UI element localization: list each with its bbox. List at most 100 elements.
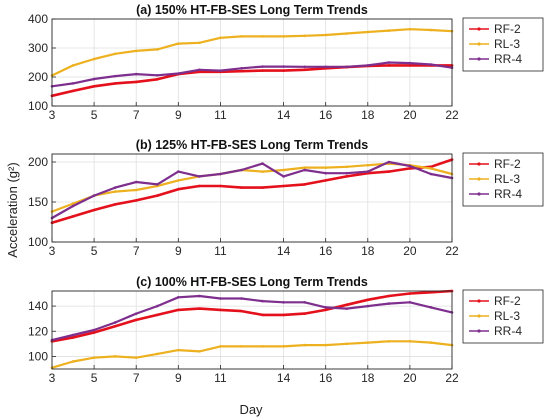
data-point-rf-2 — [282, 184, 285, 188]
data-point-rf-2 — [387, 64, 391, 67]
data-point-rf-2 — [387, 294, 391, 298]
data-point-rr-4 — [219, 297, 222, 300]
data-point-rr-4 — [198, 68, 201, 72]
data-point-rf-2 — [113, 82, 117, 85]
data-point-rl-3 — [324, 166, 327, 169]
data-point-rf-2 — [134, 80, 138, 84]
data-point-rr-4 — [282, 301, 285, 304]
data-point-rl-3 — [261, 35, 264, 38]
data-point-rf-2 — [303, 312, 306, 315]
data-point-rr-4 — [113, 321, 117, 324]
chart-panel-3: 3 5 7 9 11 14 16 18 20 22 100 120 140 (c) 100% HT-FB-… — [28, 275, 544, 385]
data-point-rl-3 — [429, 167, 433, 170]
x-tick-label: 3 — [49, 371, 56, 385]
x-tick-label: 11 — [214, 371, 227, 385]
x-tick-label: 16 — [319, 108, 333, 122]
data-point-rf-2 — [71, 89, 75, 93]
data-point-rl-3 — [366, 30, 370, 34]
data-point-rl-3 — [261, 170, 264, 173]
data-point-rf-2 — [324, 179, 327, 182]
data-point-rr-4 — [219, 69, 222, 72]
data-point-rr-4 — [71, 204, 75, 208]
data-point-rf-2 — [113, 203, 117, 206]
y-tick-label: 300 — [28, 41, 48, 55]
data-point-rr-4 — [177, 170, 180, 173]
data-point-rf-2 — [92, 331, 96, 334]
y-tick-label: 150 — [28, 195, 48, 209]
data-point-rf-2 — [408, 292, 412, 295]
data-point-rr-4 — [345, 65, 349, 69]
data-point-rr-4 — [198, 294, 201, 298]
data-point-rl-3 — [282, 345, 285, 348]
data-point-rl-3 — [71, 202, 75, 205]
legend-label-rl-3: RL-3 — [494, 309, 520, 323]
legend-label-rr-4: RR-4 — [494, 324, 522, 338]
x-tick-label: 5 — [91, 244, 98, 258]
legend-label-rf-2: RF-2 — [494, 294, 521, 308]
data-point-rr-4 — [261, 162, 264, 165]
data-point-rr-4 — [324, 171, 327, 175]
data-point-rl-3 — [303, 166, 306, 169]
data-point-rr-4 — [408, 301, 412, 304]
data-point-rr-4 — [303, 301, 306, 304]
series-line-rr-4 — [50, 294, 454, 342]
series-line-rf-2 — [50, 64, 454, 98]
data-point-rl-3 — [177, 179, 180, 182]
y-tick-label: 140 — [28, 299, 48, 313]
data-point-rl-3 — [324, 343, 327, 347]
data-point-rf-2 — [92, 208, 96, 212]
data-point-rf-2 — [71, 336, 75, 339]
data-point-rf-2 — [261, 186, 264, 189]
data-point-rf-2 — [155, 194, 159, 197]
x-tick-label: 20 — [403, 108, 417, 122]
data-point-rf-2 — [366, 298, 370, 302]
x-tick-label: 7 — [133, 108, 140, 122]
y-tick-label: 100 — [28, 235, 48, 249]
data-point-rl-3 — [345, 165, 349, 169]
data-point-rr-4 — [303, 65, 306, 69]
data-point-rr-4 — [155, 304, 159, 308]
data-point-rf-2 — [198, 70, 201, 74]
data-point-rr-4 — [282, 65, 285, 68]
data-point-rl-3 — [408, 27, 412, 31]
data-point-rl-3 — [429, 28, 433, 32]
legend-label-rr-4: RR-4 — [494, 52, 522, 66]
data-point-rl-3 — [177, 42, 180, 45]
x-tick-label: 7 — [133, 371, 140, 385]
data-point-rr-4 — [92, 77, 96, 81]
data-point-rr-4 — [177, 295, 180, 299]
data-point-rr-4 — [113, 186, 117, 189]
data-point-rf-2 — [134, 318, 138, 322]
data-point-rl-3 — [113, 190, 117, 193]
x-tick-label: 22 — [445, 244, 459, 258]
series-line-rl-3 — [50, 28, 454, 77]
data-point-rr-4 — [345, 171, 349, 175]
data-point-rr-4 — [155, 73, 159, 77]
data-point-rf-2 — [429, 290, 433, 294]
x-tick-label: 22 — [445, 108, 459, 122]
y-tick-label: 120 — [28, 324, 48, 338]
data-point-rr-4 — [408, 164, 412, 168]
data-point-rr-4 — [71, 82, 75, 85]
data-point-rr-4 — [219, 172, 222, 176]
data-point-rf-2 — [387, 170, 391, 173]
x-tick-label: 14 — [277, 108, 291, 122]
data-point-rl-3 — [303, 34, 306, 38]
legend-marker-rr-4 — [477, 329, 481, 333]
data-point-rf-2 — [177, 308, 180, 312]
data-point-rl-3 — [219, 345, 222, 348]
data-point-rr-4 — [366, 64, 370, 67]
data-point-rl-3 — [198, 41, 201, 45]
x-tick-label: 11 — [214, 244, 227, 258]
data-point-rf-2 — [408, 167, 412, 170]
x-tick-label: 16 — [319, 244, 333, 258]
data-point-rr-4 — [282, 175, 285, 178]
data-point-rl-3 — [408, 340, 412, 343]
y-tick-label: 200 — [28, 70, 48, 84]
data-point-rl-3 — [240, 345, 243, 348]
data-point-rl-3 — [366, 341, 370, 344]
y-tick-label: 400 — [28, 12, 48, 26]
data-point-rf-2 — [155, 313, 159, 317]
data-point-rr-4 — [429, 306, 433, 309]
data-point-rr-4 — [177, 72, 180, 75]
